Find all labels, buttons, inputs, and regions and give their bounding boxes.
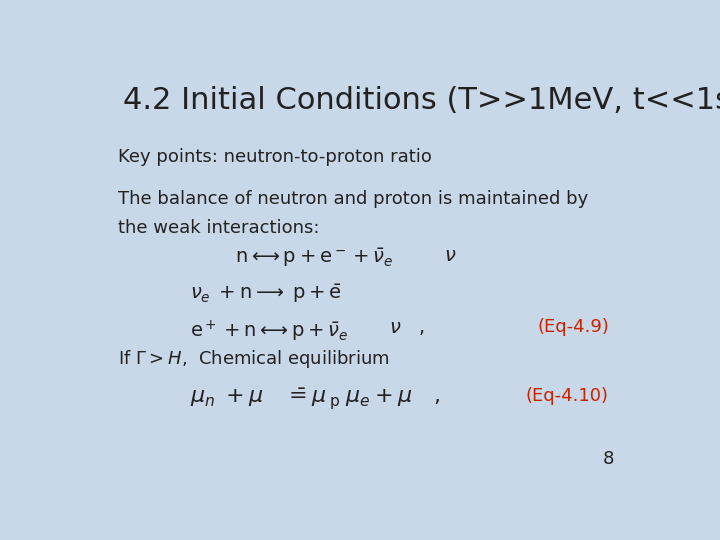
Text: $\mathrm{n} \longleftrightarrow \mathrm{p} + \mathrm{e}^- + \bar{\nu}_{e}$: $\mathrm{n} \longleftrightarrow \mathrm{…: [235, 246, 394, 268]
Text: Key points: neutron-to-proton ratio: Key points: neutron-to-proton ratio: [118, 148, 432, 166]
Text: 4.2 Initial Conditions (T>>1MeV, t<<1sec): 4.2 Initial Conditions (T>>1MeV, t<<1sec…: [124, 85, 720, 114]
Text: $\nu \quad ,$: $\nu \quad ,$: [389, 319, 425, 338]
Text: (Eq-4.9): (Eq-4.9): [537, 319, 609, 336]
Text: If $\Gamma > H$,  Chemical equilibrium: If $\Gamma > H$, Chemical equilibrium: [118, 348, 390, 370]
Text: $\nu$: $\nu$: [444, 246, 456, 265]
Text: $\mathrm{e}^+ + \mathrm{n} \longleftrightarrow \mathrm{p} + \bar{\nu}_{e}$: $\mathrm{e}^+ + \mathrm{n} \longleftrigh…: [190, 319, 349, 344]
Text: The balance of neutron and proton is maintained by: The balance of neutron and proton is mai…: [118, 190, 588, 207]
Text: the weak interactions:: the weak interactions:: [118, 219, 320, 237]
Text: $\nu_e \; + \mathrm{n} \longrightarrow \; \mathrm{p} + \bar{\mathrm{e}}$: $\nu_e \; + \mathrm{n} \longrightarrow \…: [190, 282, 342, 305]
Text: $\mu_n \; + \mu \quad \bar{=}\mu \;_{\!\mathrm{p}} \; \mu_{e} + \mu \quad ,$: $\mu_n \; + \mu \quad \bar{=}\mu \;_{\!\…: [190, 387, 441, 412]
Text: 8: 8: [603, 450, 615, 468]
Text: (Eq-4.10): (Eq-4.10): [526, 387, 609, 405]
